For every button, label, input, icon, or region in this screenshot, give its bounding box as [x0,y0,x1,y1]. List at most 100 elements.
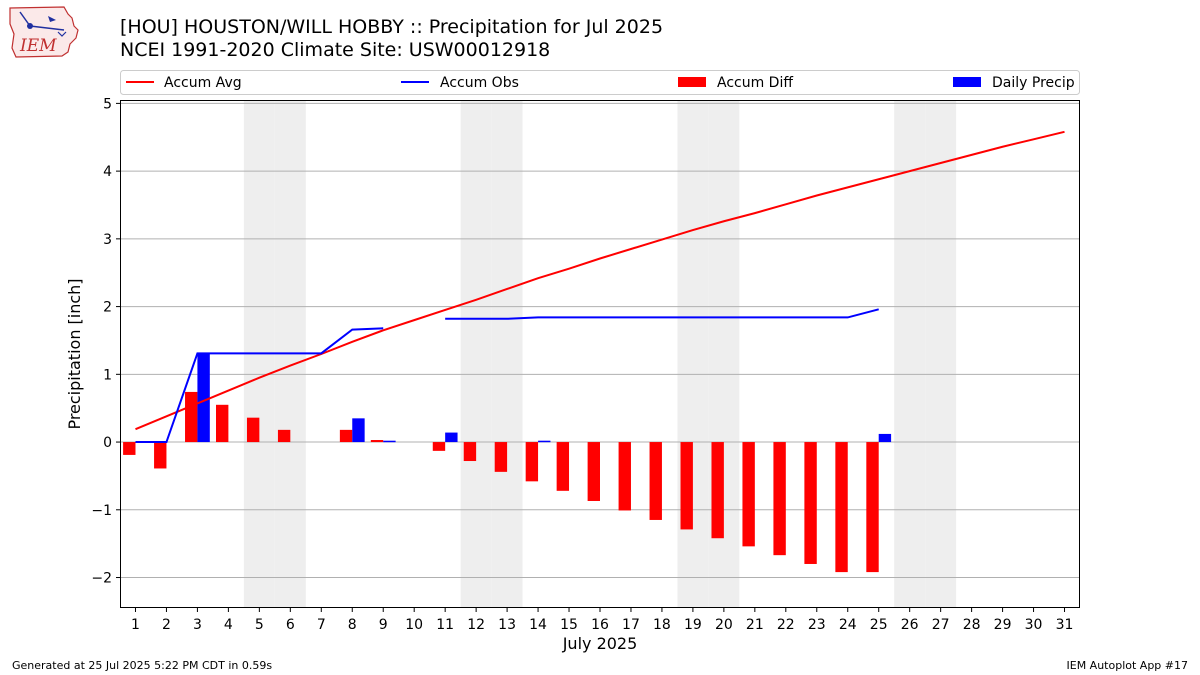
grid-lines [120,102,1080,579]
x-tick-label: 3 [193,617,202,633]
accum-diff-bar-day-16 [587,442,600,501]
legend-item-daily-precip: Daily Precip [953,75,1075,91]
x-tick-label: 31 [1056,617,1074,633]
x-tick-label: 27 [932,617,950,633]
x-tick-label: 2 [162,617,171,633]
accum-diff-bar-day-5 [246,417,260,443]
x-tick-label: 7 [317,617,326,633]
accum-obs-line-segment-2 [445,308,879,320]
bars [123,353,892,573]
accum-diff-bar-day-20 [711,442,724,539]
accum-diff-bar-day-15 [556,442,570,491]
accum-diff-bar-day-24 [835,442,848,573]
legend-item-accum-obs: Accum Obs [401,75,519,91]
y-tick-label: −1 [91,503,112,519]
x-tick-label: 15 [560,617,578,633]
accum-diff-bar-day-19 [680,442,693,530]
x-tick-label: 22 [777,617,795,633]
logo-text: IEM [19,36,57,56]
app-note: IEM Autoplot App #17 [1066,659,1189,672]
y-axis-ticks: −2 −1 0 1 2 3 4 5 [91,96,120,587]
y-tick-label: 3 [103,232,112,248]
x-tick-label: 11 [436,617,454,633]
x-tick-label: 20 [715,617,733,633]
daily-precip-bar-day-3 [197,353,210,443]
x-tick-label: 23 [808,617,826,633]
y-tick-label: 2 [103,300,112,316]
daily-precip-bar-day-9 [383,440,396,443]
legend-label: Accum Avg [164,75,242,91]
accum-diff-bar-day-14 [525,442,539,482]
x-tick-label: 18 [653,617,671,633]
y-axis-label: Precipitation [inch] [65,278,84,429]
accum-diff-bar-day-1 [123,442,136,455]
weekend-shade-day-26 [894,100,926,608]
accum-diff-bar-day-11 [432,442,446,451]
iem-logo: IEM [6,4,82,64]
legend-label: Daily Precip [992,75,1075,91]
x-tick-label: 13 [498,617,516,633]
weekend-shade-day-19 [677,100,709,608]
legend: Accum Avg Accum Obs Accum Diff Daily Pre… [120,70,1080,95]
x-tick-label: 6 [286,617,295,633]
accum-diff-bar-day-6 [277,429,291,443]
accum-obs-line-segment-1 [135,327,384,444]
plot-frame [120,100,1080,608]
legend-frame [120,70,1080,95]
lines [135,130,1065,444]
x-tick-label: 29 [994,617,1012,633]
weekend-shade-day-27 [925,100,957,608]
x-tick-label: 5 [255,617,264,633]
accum-diff-bar-day-3 [185,391,198,443]
weekend-shade-day-12 [460,100,492,608]
accum-diff-bar-day-17 [618,442,631,511]
y-tick-label: 5 [103,96,112,112]
accum-diff-bar-day-22 [773,442,786,556]
iem-logo-icon: IEM [9,6,79,58]
chart-subtitle: NCEI 1991-2020 Climate Site: USW00012918 [120,39,551,61]
accum-diff-bar-day-8 [339,429,353,443]
accum-diff-bar-day-23 [804,442,817,564]
weekend-shading [243,100,957,608]
weekend-shade-day-13 [491,100,523,608]
y-tick-label: −2 [91,571,112,587]
x-tick-label: 16 [591,617,609,633]
daily-precip-bar-day-14 [538,440,551,443]
accum-diff-bar-day-4 [216,404,229,443]
accum-diff-bar-day-12 [463,442,477,462]
generated-note: Generated at 25 Jul 2025 5:22 PM CDT in … [12,659,273,672]
accum-diff-bar-day-2 [154,442,167,469]
accum-diff-bar-day-13 [494,442,508,472]
x-tick-label: 28 [963,617,981,633]
legend-label: Accum Obs [440,75,519,91]
x-tick-label: 21 [746,617,764,633]
x-tick-label: 1 [131,617,140,633]
x-tick-label: 26 [901,617,919,633]
x-tick-label: 10 [405,617,423,633]
accum-diff-bar-day-25 [866,442,879,573]
x-axis-ticks: 1 2 3 4 5 6 7 8 9 10 11 12 13 14 15 16 17 18 19 20 21 22 23 24 2… [131,608,1073,633]
accum-diff-bar-day-18 [649,442,662,520]
accum-avg-line [135,130,1065,431]
x-tick-label: 4 [224,617,233,633]
x-axis-label: July 2025 [562,634,638,653]
accum-diff-bar-day-9 [370,440,384,443]
daily-precip-bar-day-11 [445,432,458,443]
x-tick-label: 8 [348,617,357,633]
x-tick-label: 14 [529,617,547,633]
legend-label: Accum Diff [717,75,793,91]
chart-title: [HOU] HOUSTON/WILL HOBBY :: Precipitatio… [120,16,664,38]
y-tick-label: 1 [103,367,112,383]
daily-precip-bar-day-8 [352,418,365,443]
daily-precip-bar-day-25 [878,433,892,443]
y-tick-label: 0 [103,435,112,451]
x-tick-label: 25 [870,617,888,633]
y-tick-label: 4 [103,164,112,180]
legend-item-accum-diff: Accum Diff [678,75,793,91]
legend-item-accum-avg: Accum Avg [126,75,242,91]
accum-diff-bar-day-21 [742,442,755,547]
x-tick-label: 19 [684,617,702,633]
x-tick-label: 24 [839,617,857,633]
x-tick-label: 9 [379,617,388,633]
